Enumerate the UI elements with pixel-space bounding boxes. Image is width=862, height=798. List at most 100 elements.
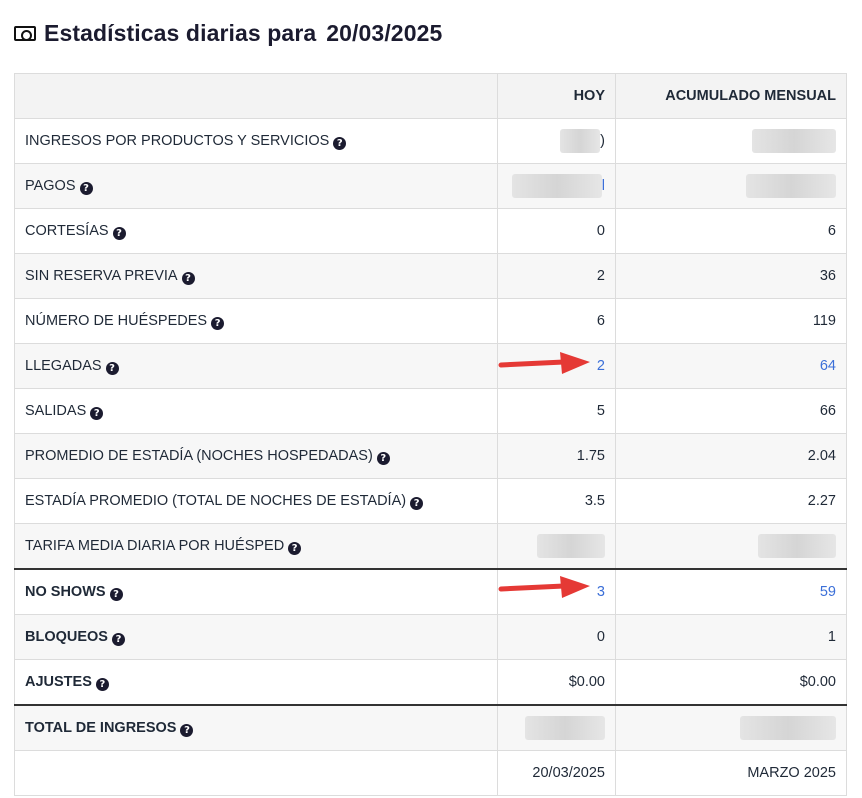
row-today-cell: 0	[497, 208, 616, 254]
table-row: TOTAL DE INGRESOS?	[14, 704, 847, 751]
help-question-icon[interactable]: ?	[111, 632, 125, 646]
money-bill-icon	[14, 25, 36, 41]
daily-stats-table: HOY ACUMULADO MENSUAL INGRESOS POR PRODU…	[14, 73, 847, 796]
row-today-cell: l	[497, 163, 616, 209]
row-monthly-cell: 2.27	[615, 478, 847, 524]
row-label: BLOQUEOS	[25, 628, 108, 645]
row-monthly-cell: 36	[615, 253, 847, 299]
help-question-icon[interactable]: ?	[376, 451, 390, 465]
row-today-value: )	[600, 132, 605, 149]
row-today-cell: 3.5	[497, 478, 616, 524]
help-question-icon[interactable]: ?	[95, 677, 109, 691]
row-today-value: 1.75	[576, 448, 605, 464]
help-question-icon[interactable]: ?	[333, 136, 347, 150]
row-monthly-cell	[615, 118, 847, 164]
row-label-cell: SIN RESERVA PREVIA?	[14, 253, 498, 299]
row-label: TOTAL DE INGRESOS	[25, 719, 177, 736]
row-label: NO SHOWS	[25, 583, 106, 600]
row-label: SALIDAS	[25, 402, 87, 419]
page-title-date: 20/03/2025	[326, 19, 443, 46]
row-label: PROMEDIO DE ESTADÍA (NOCHES HOSPEDADAS)	[25, 447, 373, 464]
row-monthly-cell: 66	[615, 388, 847, 434]
row-label-cell: PROMEDIO DE ESTADÍA (NOCHES HOSPEDADAS)?	[14, 433, 498, 479]
table-row: INGRESOS POR PRODUCTOS Y SERVICIOS?)	[14, 118, 847, 164]
table-row: AJUSTES? $0.00 $0.00	[14, 659, 847, 706]
row-today-cell: 6	[497, 298, 616, 344]
row-monthly-cell: 119	[615, 298, 847, 344]
row-today-value: 5	[596, 403, 605, 419]
redacted-value	[740, 716, 836, 740]
row-label: NÚMERO DE HUÉSPEDES	[25, 312, 208, 329]
row-today-value[interactable]: 3	[596, 584, 605, 600]
row-today-value: 2	[596, 268, 605, 284]
table-footer-row: 20/03/2025 MARZO 2025	[14, 750, 847, 796]
help-question-icon[interactable]: ?	[79, 181, 93, 195]
row-monthly-cell: 64	[615, 343, 847, 389]
table-row: CORTESÍAS? 0 6	[14, 208, 847, 254]
table-row: SIN RESERVA PREVIA? 2 36	[14, 253, 847, 299]
help-question-icon[interactable]: ?	[109, 587, 123, 601]
row-monthly-cell	[615, 523, 847, 570]
row-label-cell: SALIDAS?	[14, 388, 498, 434]
help-question-icon[interactable]: ?	[105, 361, 119, 375]
page-title: Estadísticas diarias para 20/03/2025	[44, 20, 442, 47]
help-question-icon[interactable]: ?	[181, 271, 195, 285]
table-row: LLEGADAS? 2 64	[14, 343, 847, 389]
row-today-cell: 1.75	[497, 433, 616, 479]
row-label-cell: ESTADÍA PROMEDIO (TOTAL DE NOCHES DE EST…	[14, 478, 498, 524]
row-label-cell: INGRESOS POR PRODUCTOS Y SERVICIOS?	[14, 118, 498, 164]
row-label-cell: CORTESÍAS?	[14, 208, 498, 254]
help-question-icon[interactable]: ?	[112, 226, 126, 240]
row-label: PAGOS	[25, 177, 76, 194]
row-label-cell: NO SHOWS?	[14, 568, 498, 615]
row-today-cell	[497, 523, 616, 570]
table-row: ESTADÍA PROMEDIO (TOTAL DE NOCHES DE EST…	[14, 478, 847, 524]
row-label: TARIFA MEDIA DIARIA POR HUÉSPED	[25, 537, 285, 554]
table-row: PAGOS? l	[14, 163, 847, 209]
row-monthly-value: 66	[819, 403, 836, 419]
row-monthly-value: 2.04	[807, 448, 836, 464]
row-label: INGRESOS POR PRODUCTOS Y SERVICIOS	[25, 132, 330, 149]
row-monthly-cell: 1	[615, 614, 847, 660]
page-title-text: Estadísticas diarias para	[44, 19, 317, 46]
row-monthly-value: 2.27	[807, 493, 836, 509]
row-today-value[interactable]: l	[601, 177, 605, 194]
row-today-value[interactable]: 2	[596, 358, 605, 374]
redacted-value	[537, 534, 605, 558]
table-header-row: HOY ACUMULADO MENSUAL	[14, 73, 847, 119]
row-today-value: $0.00	[568, 674, 605, 690]
row-monthly-cell	[615, 704, 847, 751]
row-monthly-value[interactable]: 64	[819, 358, 836, 374]
table-row: NO SHOWS? 3 59	[14, 568, 847, 615]
header-label	[14, 73, 498, 119]
page-title-bar: Estadísticas diarias para 20/03/2025	[14, 18, 442, 48]
row-today-value: 3.5	[584, 493, 605, 509]
row-monthly-cell: $0.00	[615, 659, 847, 706]
row-label-cell: PAGOS?	[14, 163, 498, 209]
row-monthly-value[interactable]: 59	[819, 584, 836, 600]
row-today-cell: 5	[497, 388, 616, 434]
help-question-icon[interactable]: ?	[211, 316, 225, 330]
help-question-icon[interactable]: ?	[410, 496, 424, 510]
red-arrow-annotation-no-shows	[498, 576, 590, 598]
redacted-value	[746, 174, 836, 198]
row-today-value: 6	[596, 313, 605, 329]
table-row: TARIFA MEDIA DIARIA POR HUÉSPED?	[14, 523, 847, 570]
help-question-icon[interactable]: ?	[180, 723, 194, 737]
row-monthly-cell: 2.04	[615, 433, 847, 479]
row-monthly-cell: 6	[615, 208, 847, 254]
row-today-cell: 0	[497, 614, 616, 660]
row-monthly-value: 6	[827, 223, 836, 239]
redacted-value	[525, 716, 605, 740]
row-label-cell: TARIFA MEDIA DIARIA POR HUÉSPED?	[14, 523, 498, 570]
footer-monthly: MARZO 2025	[615, 750, 847, 796]
row-monthly-value: $0.00	[799, 674, 836, 690]
help-question-icon[interactable]: ?	[288, 541, 302, 555]
row-label: LLEGADAS	[25, 357, 102, 374]
redacted-value	[758, 534, 836, 558]
help-question-icon[interactable]: ?	[90, 406, 104, 420]
row-today-cell: )	[497, 118, 616, 164]
row-label-cell: LLEGADAS?	[14, 343, 498, 389]
table-row: PROMEDIO DE ESTADÍA (NOCHES HOSPEDADAS)?…	[14, 433, 847, 479]
redacted-value	[560, 129, 601, 153]
